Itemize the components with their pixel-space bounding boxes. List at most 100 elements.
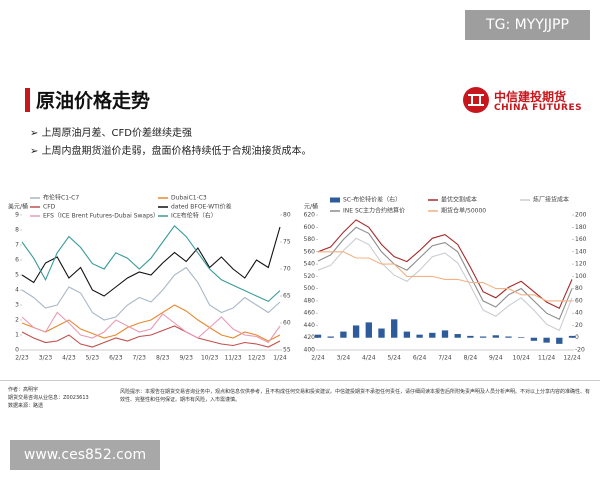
legend-label: DubaiC1-C3 — [171, 195, 207, 202]
y2-tick-label: 75 — [283, 239, 291, 246]
bar — [429, 332, 436, 338]
y2-tick-label: 100 — [575, 273, 587, 280]
bar — [556, 337, 563, 344]
bar — [467, 335, 474, 338]
y-tick-label: 6 — [15, 257, 19, 264]
y-tick-label: 500 — [304, 285, 316, 292]
y2-tick-label: 180 — [575, 224, 587, 231]
watermark: TG: MYYJJPP — [465, 10, 590, 40]
bar — [543, 337, 550, 343]
legend-label: 期货仓单/50000 — [441, 207, 486, 215]
logo-text: 中信建投期货 — [494, 90, 567, 104]
y-tick-label: 440 — [304, 322, 316, 329]
y-tick-label: 540 — [304, 261, 316, 268]
x-tick-label: 9/23 — [179, 355, 193, 362]
x-tick-label: 2/23 — [15, 355, 29, 362]
bar — [518, 337, 525, 338]
y-tick-label: 420 — [304, 334, 316, 341]
x-tick-label: 10/24 — [513, 355, 530, 362]
series-line — [317, 226, 573, 321]
y-tick-label: 580 — [304, 236, 316, 243]
footer-license: 期货交易咨询从业信息：Z0023613 — [8, 395, 89, 401]
y2-tick-label: 60 — [283, 320, 291, 327]
legend-label: ICE布伦特（右） — [171, 212, 217, 220]
y2-tick-label: 80 — [575, 285, 583, 292]
x-tick-label: 12/23 — [248, 355, 265, 362]
bar — [568, 335, 576, 338]
y-tick-label: 8 — [15, 227, 19, 234]
bar — [479, 336, 487, 338]
y-tick-label: 2 — [15, 317, 19, 324]
legend-label: INE SC主力合约结算价 — [343, 207, 405, 215]
y-tick-label: 480 — [304, 297, 316, 304]
bar — [530, 337, 538, 341]
bar — [327, 336, 334, 338]
y-axis-label: 美元/桶 — [8, 203, 28, 211]
x-tick-label: 9/24 — [489, 355, 503, 362]
legend-label: 布伦特C1-C7 — [43, 194, 79, 202]
logo-icon — [463, 87, 489, 113]
bar — [365, 322, 372, 338]
series-line — [317, 219, 573, 310]
legend-label: CFD — [43, 204, 56, 211]
y-tick-label: 4 — [15, 287, 19, 294]
y2-tick-label: 55 — [283, 347, 291, 354]
x-tick-label: 8/24 — [464, 355, 478, 362]
bullet: 上周原油月差、CFD价差继续走强 — [30, 124, 192, 139]
x-tick-label: 6/23 — [109, 355, 123, 362]
series-line — [21, 311, 281, 344]
bullet: 上周内盘期货溢价走弱，盘面价格持续低于合规油接货成本。 — [30, 142, 312, 157]
y-tick-label: 600 — [304, 224, 316, 231]
y-tick-label: 1 — [15, 332, 19, 339]
y2-tick-label: 60 — [575, 297, 583, 304]
y2-tick-label: -20 — [575, 347, 585, 354]
x-tick-label: 1/24 — [273, 355, 287, 362]
series-line — [21, 226, 281, 297]
y-tick-label: 400 — [304, 347, 316, 354]
footer-author: 作者：高明宇 — [8, 387, 39, 393]
y2-tick-label: 70 — [283, 266, 291, 273]
x-tick-label: 3/23 — [39, 355, 53, 362]
bar — [454, 334, 461, 338]
bar — [441, 330, 449, 338]
bar — [352, 325, 360, 338]
x-tick-label: 7/24 — [438, 355, 452, 362]
y-tick-label: 620 — [304, 212, 316, 219]
risk-note: 风险提示：本报告在期货交易咨询业务中，观点和信息仅供参考，且不构成任何交易和投资… — [120, 389, 591, 403]
x-tick-label: 7/23 — [133, 355, 147, 362]
x-tick-label: 2/24 — [311, 355, 325, 362]
bar — [340, 331, 347, 338]
x-tick-label: 6/24 — [413, 355, 427, 362]
y2-tick-label: 200 — [575, 212, 587, 219]
divider — [0, 380, 600, 381]
bar — [492, 335, 499, 338]
legend-label: 最优交割成本 — [441, 196, 477, 204]
bar — [403, 331, 411, 338]
x-tick-label: 4/24 — [362, 355, 376, 362]
y-tick-label: 3 — [15, 302, 19, 309]
x-tick-label: 3/24 — [337, 355, 351, 362]
y2-tick-label: 120 — [575, 261, 587, 268]
x-tick-label: 11/23 — [224, 355, 241, 362]
y-tick-label: 7 — [15, 242, 19, 249]
charts: 美元/桶 0 1 2 3 4 5 6 7 8 9 55 60 65 70 75 80 2/23 3/23 4/23 5/… — [8, 194, 587, 362]
x-tick-label: 12/24 — [563, 355, 580, 362]
x-tick-label: 5/23 — [86, 355, 100, 362]
series-line — [21, 224, 281, 303]
y2-tick-label: 80 — [283, 212, 291, 219]
y-tick-label: 0 — [15, 347, 19, 354]
legend-label: dated BFOE-WTI价差 — [171, 203, 232, 211]
series-line — [317, 237, 573, 332]
legend-label: 炼厂接货成本 — [533, 196, 569, 204]
series-line — [318, 251, 572, 302]
x-tick-label: 11/24 — [538, 355, 555, 362]
title-accent — [25, 88, 30, 112]
logo-text: CHINA FUTURES — [494, 103, 583, 113]
y-tick-label: 5 — [15, 272, 19, 279]
x-tick-label: 8/23 — [156, 355, 170, 362]
y-tick-label: 460 — [304, 310, 316, 317]
bar — [314, 334, 322, 338]
bar — [378, 328, 385, 338]
y2-tick-label: 65 — [283, 293, 291, 300]
y2-tick-label: 20 — [575, 322, 583, 329]
